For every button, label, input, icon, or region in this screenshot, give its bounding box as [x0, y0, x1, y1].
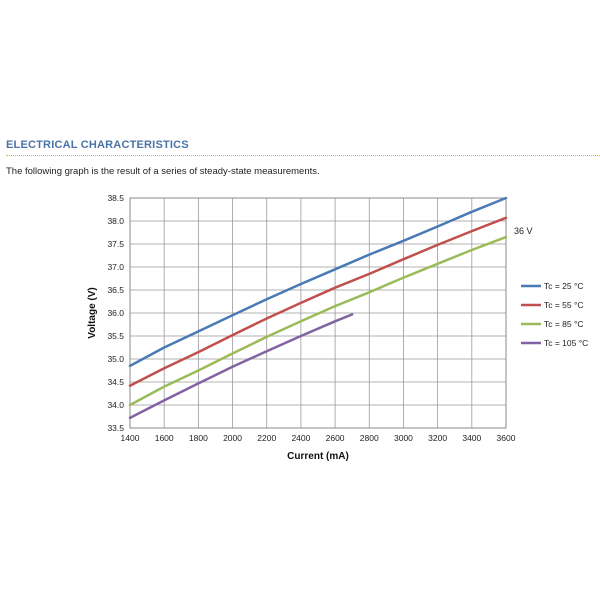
annotation-36v: 36 V [514, 226, 533, 236]
y-tick-label: 37.0 [107, 262, 124, 272]
y-tick-label: 38.5 [107, 193, 124, 203]
legend-label: Tc = 85 °C [544, 319, 584, 329]
series-line-4 [128, 313, 354, 420]
y-tick-labels: 33.5 34.0 34.5 35.0 35.5 36.0 36.5 37.0 37.5 38.0… [107, 193, 124, 433]
x-tick-label: 2800 [360, 433, 379, 443]
y-axis-title: Voltage (V) [87, 287, 98, 338]
legend-label: Tc = 105 °C [544, 338, 588, 348]
x-tick-label: 2400 [291, 433, 310, 443]
y-tick-label: 38.0 [107, 216, 124, 226]
x-tick-label: 1800 [189, 433, 208, 443]
y-tick-label: 36.5 [107, 285, 124, 295]
x-tick-label: 3600 [497, 433, 516, 443]
x-tick-label: 3400 [462, 433, 481, 443]
series-line-3 [128, 235, 508, 407]
x-tick-label: 2200 [257, 433, 276, 443]
series-line-2 [128, 216, 508, 387]
x-tick-label: 1400 [121, 433, 140, 443]
y-tick-label: 36.0 [107, 308, 124, 318]
x-tick-label: 3000 [394, 433, 413, 443]
y-tick-label: 35.5 [107, 331, 124, 341]
x-tick-label: 3200 [428, 433, 447, 443]
series-line-1 [128, 196, 508, 368]
intro-text: The following graph is the result of a s… [6, 166, 320, 177]
y-tick-label: 37.5 [107, 239, 124, 249]
section-divider [6, 155, 600, 156]
y-tick-label: 34.0 [107, 400, 124, 410]
y-tick-label: 35.0 [107, 354, 124, 364]
y-tick-label: 34.5 [107, 377, 124, 387]
x-axis-title: Current (mA) [287, 451, 349, 462]
x-tick-label: 2000 [223, 433, 242, 443]
y-tick-label: 33.5 [107, 423, 124, 433]
plot-area-border [129, 197, 507, 429]
x-tick-labels: 1400 1600 1800 2000 2200 2400 2600 2800 3000 3200… [121, 433, 516, 443]
legend-label: Tc = 55 °C [544, 300, 584, 310]
section-title: ELECTRICAL CHARACTERISTICS [6, 139, 189, 151]
legend-label: Tc = 25 °C [544, 281, 584, 291]
series-lines [128, 196, 508, 420]
x-tick-label: 1600 [155, 433, 174, 443]
x-tick-label: 2600 [326, 433, 345, 443]
legend: Tc = 25 °C Tc = 55 °C Tc = 85 °C Tc = 105 °… [521, 281, 588, 348]
